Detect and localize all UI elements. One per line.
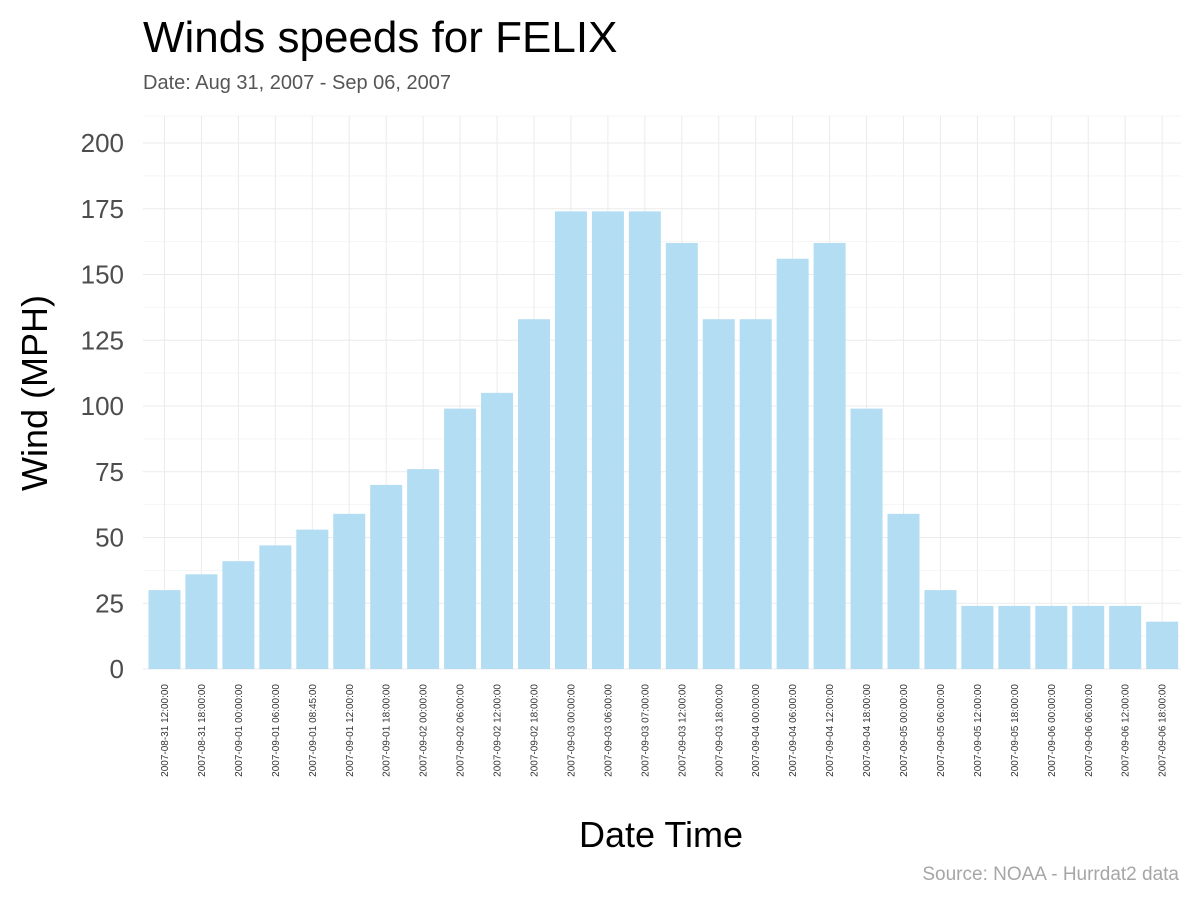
x-tick-label: 2007-09-05 12:00:00 — [973, 684, 984, 777]
bar: 2007-09-02 06:00:00: 99 — [444, 408, 477, 669]
y-tick-label: 75 — [95, 457, 124, 487]
bar: 2007-09-01 08:45:00: 53 — [296, 529, 329, 669]
bar: 2007-09-01 00:00:00: 41 — [222, 561, 255, 669]
bar: 2007-09-05 06:00:00: 30 — [924, 590, 957, 669]
y-tick-label: 200 — [81, 128, 124, 158]
x-tick-label: 2007-09-04 18:00:00 — [862, 684, 873, 777]
bar: 2007-09-03 12:00:00: 162 — [665, 242, 698, 669]
y-tick-label: 125 — [81, 325, 124, 355]
x-axis-title: Date Time — [579, 814, 743, 855]
bar: 2007-09-04 06:00:00: 156 — [776, 258, 809, 669]
bars: 2007-08-31 12:00:00: 302007-08-31 18:00:… — [148, 211, 1179, 669]
x-tick-label: 2007-09-02 06:00:00 — [456, 684, 467, 777]
bar: 2007-09-01 18:00:00: 70 — [370, 484, 403, 669]
x-tick-label: 2007-08-31 18:00:00 — [197, 684, 208, 777]
chart-caption: Source: NOAA - Hurrdat2 data — [922, 864, 1179, 885]
y-axis-ticks: 0 25 50 75 100 125 150 175 200 — [81, 128, 124, 684]
x-tick-label: 2007-09-03 18:00:00 — [714, 684, 725, 777]
bar: 2007-09-06 12:00:00: 24 — [1109, 605, 1142, 669]
bar: 2007-09-02 00:00:00: 76 — [407, 469, 440, 669]
bar: 2007-09-01 12:00:00: 59 — [333, 513, 366, 669]
x-tick-label: 2007-09-03 07:00:00 — [640, 684, 651, 777]
chart-subtitle: Date: Aug 31, 2007 - Sep 06, 2007 — [143, 72, 451, 94]
x-axis-ticks: 2007-08-31 12:00:00 2007-08-31 18:00:00 20… — [160, 684, 1169, 777]
bar: 2007-09-04 00:00:00: 133 — [739, 319, 772, 669]
x-tick-label: 2007-09-06 18:00:00 — [1158, 684, 1169, 777]
x-tick-label: 2007-09-04 06:00:00 — [788, 684, 799, 777]
bar: 2007-08-31 18:00:00: 36 — [185, 574, 218, 669]
bar: 2007-09-04 18:00:00: 99 — [850, 408, 883, 669]
y-tick-label: 175 — [81, 194, 124, 224]
bar: 2007-09-06 06:00:00: 24 — [1072, 605, 1105, 669]
x-tick-label: 2007-09-05 18:00:00 — [1010, 684, 1021, 777]
y-axis-title: Wind (MPH) — [14, 295, 55, 491]
x-tick-label: 2007-09-04 12:00:00 — [825, 684, 836, 777]
bar: 2007-09-02 12:00:00: 105 — [481, 392, 514, 669]
x-tick-label: 2007-09-03 00:00:00 — [566, 684, 577, 777]
y-tick-label: 50 — [95, 523, 124, 553]
x-tick-label: 2007-09-02 12:00:00 — [493, 684, 504, 777]
x-tick-label: 2007-09-06 12:00:00 — [1121, 684, 1132, 777]
x-tick-label: 2007-09-03 06:00:00 — [603, 684, 614, 777]
chart-title: Winds speeds for FELIX — [143, 13, 617, 62]
bar: 2007-09-05 00:00:00: 59 — [887, 513, 920, 669]
bar: 2007-09-05 12:00:00: 24 — [961, 605, 994, 669]
bar: 2007-09-03 00:00:00: 174 — [554, 211, 587, 669]
y-tick-label: 100 — [81, 391, 124, 421]
x-tick-label: 2007-09-04 00:00:00 — [751, 684, 762, 777]
x-tick-label: 2007-09-01 00:00:00 — [234, 684, 245, 777]
bar: 2007-09-06 18:00:00: 18 — [1146, 621, 1179, 669]
y-tick-label: 0 — [110, 654, 124, 684]
x-tick-label: 2007-09-01 12:00:00 — [345, 684, 356, 777]
y-tick-label: 25 — [95, 588, 124, 618]
x-tick-label: 2007-09-01 18:00:00 — [382, 684, 393, 777]
x-tick-label: 2007-09-02 00:00:00 — [419, 684, 430, 777]
x-tick-label: 2007-09-06 06:00:00 — [1084, 684, 1095, 777]
bar: 2007-09-04 12:00:00: 162 — [813, 242, 846, 669]
bar: 2007-09-06 00:00:00: 24 — [1035, 605, 1068, 669]
bar: 2007-09-01 06:00:00: 47 — [259, 545, 292, 669]
x-tick-label: 2007-09-01 08:45:00 — [308, 684, 319, 777]
bar: 2007-09-03 18:00:00: 133 — [702, 319, 735, 669]
x-tick-label: 2007-09-01 06:00:00 — [271, 684, 282, 777]
x-tick-label: 2007-09-05 06:00:00 — [936, 684, 947, 777]
x-tick-label: 2007-09-06 00:00:00 — [1047, 684, 1058, 777]
x-tick-label: 2007-09-05 00:00:00 — [899, 684, 910, 777]
bar: 2007-09-03 07:00:00: 174 — [628, 211, 661, 669]
x-tick-label: 2007-09-03 12:00:00 — [677, 684, 688, 777]
bar: 2007-08-31 12:00:00: 30 — [148, 590, 181, 669]
y-tick-label: 150 — [81, 260, 124, 290]
x-tick-label: 2007-08-31 12:00:00 — [160, 684, 171, 777]
x-tick-label: 2007-09-02 18:00:00 — [530, 684, 541, 777]
bar: 2007-09-03 06:00:00: 174 — [591, 211, 624, 669]
bar: 2007-09-05 18:00:00: 24 — [998, 605, 1031, 669]
bar: 2007-09-02 18:00:00: 133 — [518, 319, 550, 669]
